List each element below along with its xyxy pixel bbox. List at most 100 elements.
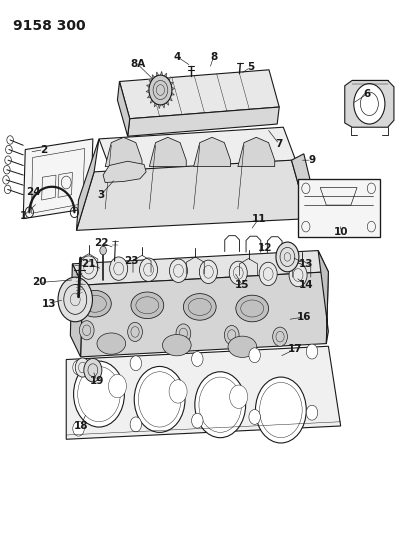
Text: 24: 24 (26, 187, 41, 197)
Polygon shape (164, 73, 166, 77)
Polygon shape (157, 72, 159, 76)
Circle shape (259, 262, 277, 286)
Polygon shape (99, 127, 296, 172)
Polygon shape (120, 70, 279, 119)
Circle shape (140, 258, 157, 281)
Polygon shape (150, 100, 153, 103)
Circle shape (230, 385, 248, 408)
Circle shape (289, 263, 307, 287)
Polygon shape (81, 272, 328, 357)
Text: 9: 9 (308, 155, 316, 165)
Circle shape (110, 257, 128, 280)
Polygon shape (147, 85, 150, 87)
Polygon shape (194, 138, 231, 166)
Circle shape (169, 259, 187, 282)
Circle shape (109, 374, 127, 398)
Ellipse shape (97, 333, 126, 354)
Circle shape (130, 417, 142, 432)
Ellipse shape (131, 292, 164, 319)
Circle shape (169, 379, 187, 403)
Circle shape (84, 359, 102, 382)
Text: 16: 16 (297, 312, 311, 322)
Polygon shape (160, 71, 162, 75)
Polygon shape (291, 154, 318, 219)
Text: 10: 10 (333, 227, 348, 237)
Polygon shape (148, 95, 150, 98)
Circle shape (79, 321, 94, 340)
Text: 12: 12 (258, 243, 272, 253)
Text: 7: 7 (275, 139, 283, 149)
Circle shape (192, 413, 203, 428)
Circle shape (249, 348, 261, 363)
Text: 4: 4 (173, 52, 180, 61)
Text: 13: 13 (42, 298, 56, 309)
Polygon shape (146, 90, 149, 93)
Circle shape (256, 377, 306, 443)
Text: 21: 21 (81, 259, 96, 269)
Ellipse shape (228, 336, 257, 358)
Polygon shape (171, 93, 174, 95)
Polygon shape (318, 251, 328, 344)
Polygon shape (76, 139, 99, 230)
Ellipse shape (79, 290, 111, 317)
Polygon shape (103, 161, 146, 182)
Circle shape (306, 344, 318, 359)
Circle shape (100, 246, 106, 255)
Text: 14: 14 (298, 280, 313, 290)
Polygon shape (149, 138, 186, 166)
Text: 18: 18 (73, 421, 88, 431)
Text: 3: 3 (97, 190, 105, 200)
Text: 19: 19 (90, 376, 104, 386)
Text: 13: 13 (299, 259, 313, 269)
Circle shape (192, 352, 203, 367)
Polygon shape (171, 82, 173, 85)
Circle shape (73, 421, 84, 436)
Circle shape (74, 361, 125, 427)
Text: 8A: 8A (130, 60, 145, 69)
Circle shape (73, 360, 84, 375)
Circle shape (128, 322, 143, 342)
Circle shape (199, 260, 217, 284)
Polygon shape (66, 346, 341, 439)
Ellipse shape (162, 335, 191, 356)
Polygon shape (152, 75, 155, 78)
Polygon shape (118, 82, 130, 136)
Circle shape (58, 277, 92, 322)
Bar (298, 179, 380, 237)
Polygon shape (72, 251, 328, 285)
Polygon shape (162, 104, 164, 108)
Polygon shape (345, 80, 394, 127)
Polygon shape (166, 101, 169, 105)
Text: 17: 17 (288, 344, 303, 354)
Text: 15: 15 (235, 280, 249, 290)
Polygon shape (149, 79, 152, 83)
Text: 1: 1 (20, 211, 27, 221)
Polygon shape (70, 264, 83, 357)
Text: 20: 20 (32, 278, 47, 287)
Circle shape (272, 327, 287, 346)
Circle shape (134, 367, 185, 432)
Polygon shape (238, 138, 275, 166)
Ellipse shape (183, 294, 216, 320)
Ellipse shape (236, 295, 268, 322)
Circle shape (229, 261, 247, 285)
Circle shape (80, 256, 98, 279)
Polygon shape (105, 138, 142, 166)
Text: 8: 8 (210, 52, 217, 61)
Polygon shape (155, 103, 157, 107)
Text: 23: 23 (125, 256, 139, 266)
Circle shape (306, 405, 318, 420)
Circle shape (75, 358, 90, 377)
Circle shape (130, 356, 142, 370)
Text: 5: 5 (247, 62, 254, 72)
Text: 22: 22 (94, 238, 109, 247)
Circle shape (354, 84, 385, 124)
Polygon shape (172, 87, 175, 90)
Polygon shape (159, 104, 160, 109)
Text: 9158 300: 9158 300 (13, 19, 85, 33)
Polygon shape (168, 77, 171, 80)
Polygon shape (169, 98, 172, 101)
Circle shape (149, 75, 172, 105)
Circle shape (224, 326, 239, 345)
Circle shape (249, 409, 261, 424)
